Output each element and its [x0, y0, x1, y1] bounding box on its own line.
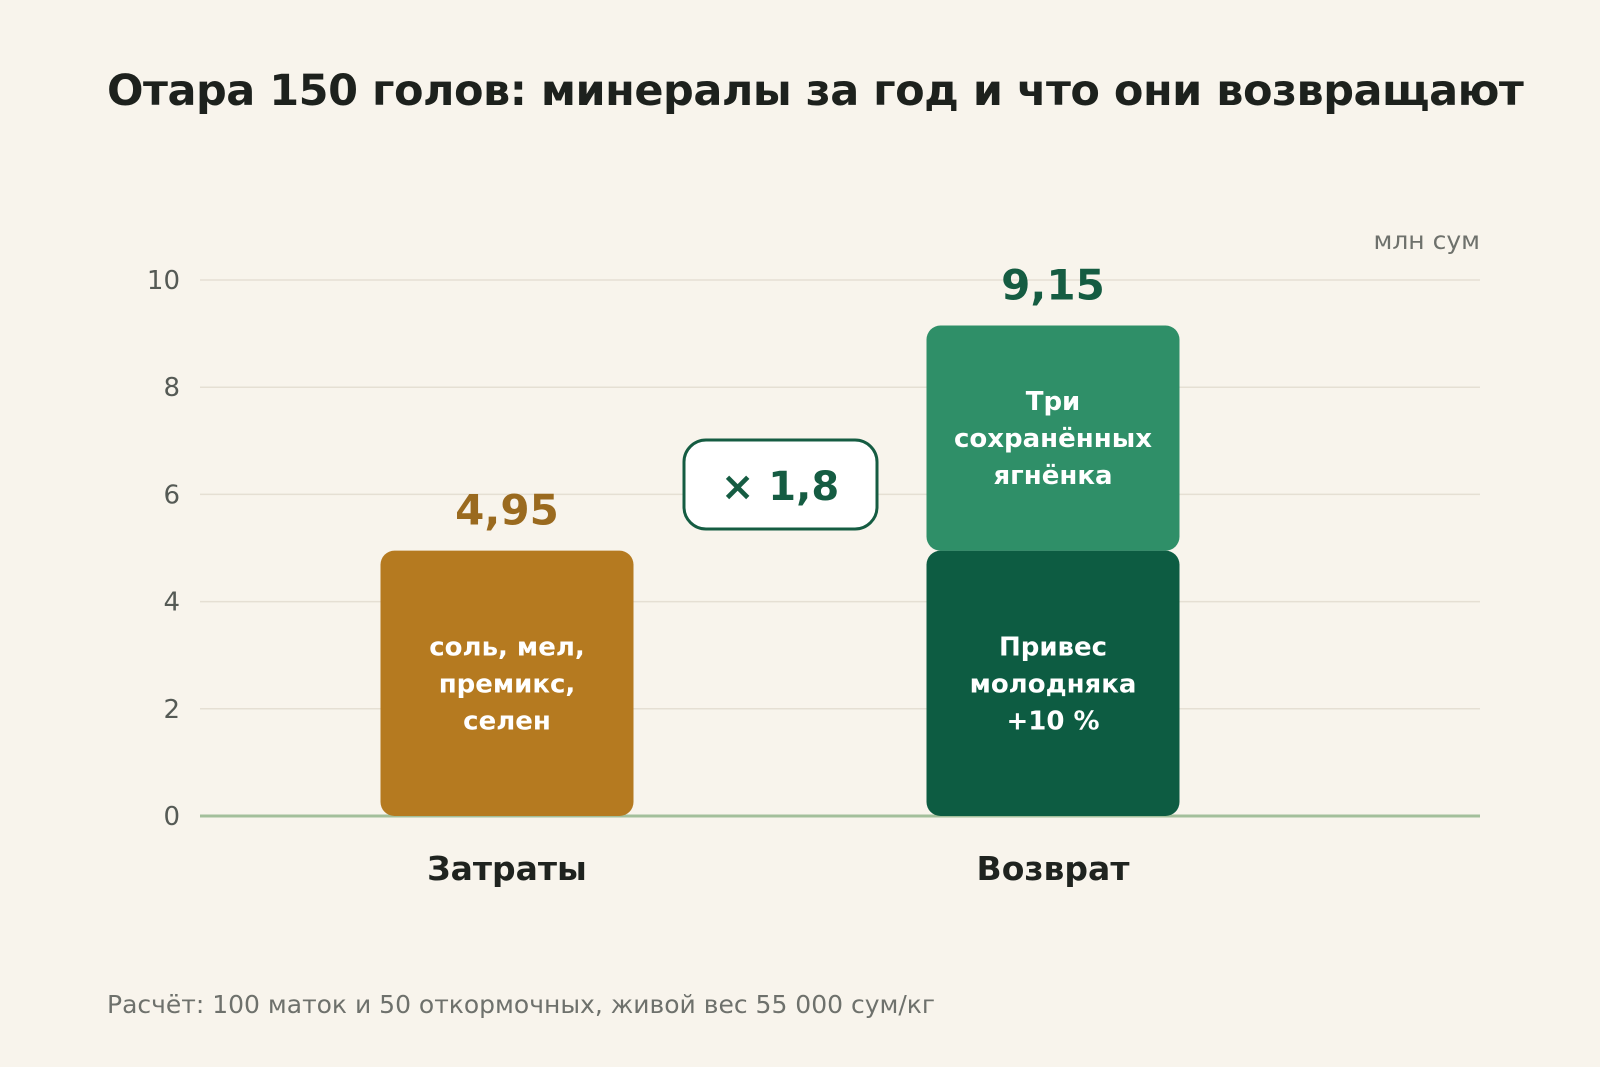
bar-segment-label: Привес — [999, 632, 1107, 662]
y-tick-label: 10 — [147, 266, 180, 296]
footnote: Расчёт: 100 маток и 50 откормочных, живо… — [107, 990, 936, 1019]
bar-segment-label: ягнёнка — [993, 461, 1112, 491]
bar-segment-label: сохранённых — [954, 424, 1152, 454]
unit-label: млн сум — [1373, 226, 1480, 255]
bar-total-label: 9,15 — [1001, 261, 1105, 310]
bar-segment-label: премикс, — [439, 669, 576, 699]
y-tick-label: 0 — [163, 802, 180, 832]
y-tick-label: 6 — [163, 480, 180, 510]
bar-segment-label: молодняка — [970, 669, 1137, 699]
bar-segment-label: селен — [463, 706, 551, 736]
bar-segment — [380, 550, 634, 816]
bar-segment-label: соль, мел, — [429, 632, 585, 662]
bar-segment — [926, 550, 1180, 816]
ratio-badge — [682, 438, 879, 531]
y-tick-label: 2 — [163, 695, 180, 725]
bar-segment-label: Три — [1026, 387, 1081, 417]
x-category-label: Возврат — [977, 849, 1130, 888]
y-tick-label: 4 — [163, 588, 180, 618]
ratio-badge-label: × 1,8 — [721, 464, 839, 510]
y-tick-label: 8 — [163, 373, 180, 403]
bar-segment — [926, 325, 1180, 551]
chart-title: Отара 150 голов: минералы за год и что о… — [107, 66, 1524, 116]
x-category-label: Затраты — [427, 849, 587, 888]
bar-total-label: 4,95 — [455, 486, 559, 535]
bar-segment-label: +10 % — [1006, 706, 1099, 736]
